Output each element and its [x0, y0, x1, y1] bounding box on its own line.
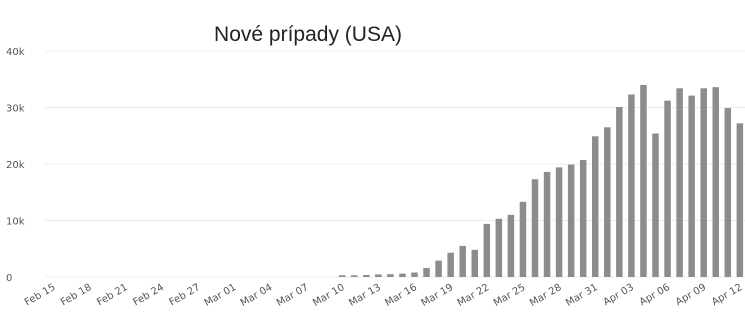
- x-tick-label: Mar 10: [311, 282, 347, 309]
- bar: Mar 25: [519, 201, 527, 277]
- bar: Mar 18: [435, 260, 442, 277]
- bar: Mar 30: [579, 160, 587, 277]
- x-tick-label: Mar 28: [528, 282, 564, 309]
- bar: Mar 12: [363, 275, 370, 277]
- bar: Mar 17: [423, 267, 430, 277]
- bar: Mar 15: [399, 273, 406, 277]
- y-tick-label: 0: [6, 273, 12, 284]
- x-tick-label: Feb 21: [95, 282, 130, 308]
- bar: Mar 10: [338, 275, 346, 277]
- bar: Mar 26: [531, 179, 539, 277]
- x-tick-label: Mar 04: [239, 282, 275, 309]
- x-tick-label: Mar 07: [275, 282, 311, 309]
- bar: Apr 10: [712, 87, 719, 277]
- x-tick-label: Mar 22: [456, 282, 492, 309]
- bar: Apr 08: [688, 95, 695, 277]
- bar: Mar 20: [459, 245, 466, 277]
- bar: Mar 29: [567, 164, 575, 277]
- y-tick-label: 20k: [6, 160, 25, 171]
- bar: Mar 16: [411, 272, 418, 277]
- bar: Apr 03: [628, 94, 635, 277]
- bar: Apr 05: [652, 133, 659, 277]
- x-tick-label: Apr 06: [638, 282, 672, 308]
- x-tick-label: Feb 18: [59, 282, 94, 308]
- x-tick-label: Mar 19: [420, 282, 456, 309]
- y-axis: 0 10k 20k 30k 40k: [6, 47, 25, 284]
- bar: Mar 21: [471, 249, 478, 277]
- bar: Mar 22: [483, 223, 491, 277]
- x-tick-label: Apr 09: [674, 282, 708, 308]
- bar: Apr 04: [640, 84, 647, 278]
- x-tick-label: Feb 24: [131, 282, 166, 308]
- x-tick-label: Apr 03: [602, 282, 636, 308]
- y-tick-label: 10k: [6, 217, 25, 228]
- x-tick-label: Mar 01: [203, 282, 239, 309]
- bar: Mar 14: [387, 274, 394, 277]
- bars: Mar 10 Mar 11 Mar 12 Mar 13 Mar 14 Mar 15 Mar …: [338, 84, 744, 278]
- bar: Mar 27: [543, 171, 551, 277]
- bar: Mar 13: [375, 274, 382, 277]
- bar: Mar 24: [507, 214, 515, 277]
- x-tick-label: Apr 12: [710, 282, 744, 308]
- y-tick-label: 40k: [6, 47, 25, 58]
- x-tick-label: Mar 31: [564, 282, 600, 309]
- bar: Apr 06: [664, 100, 671, 277]
- bar: Mar 11: [351, 275, 358, 277]
- x-tick-label: Mar 25: [492, 282, 528, 309]
- x-tick-label: Mar 16: [383, 282, 419, 309]
- chart-title: Nové prípady (USA): [214, 23, 402, 46]
- bar: Apr 09: [700, 88, 707, 277]
- bar: Apr 11: [724, 108, 732, 277]
- bar: Mar 28: [555, 167, 563, 277]
- x-axis: Feb 15 Feb 18 Feb 21 Feb 24 Feb 27 Mar 01 Mar …: [23, 282, 744, 309]
- y-tick-label: 30k: [6, 104, 25, 115]
- bar: Mar 19: [447, 252, 454, 277]
- bar: Apr 12: [736, 123, 744, 277]
- bar: Apr 01: [604, 127, 611, 278]
- bar: Mar 23: [495, 218, 503, 277]
- gridlines: [45, 50, 745, 278]
- bar: Mar 31: [592, 136, 599, 277]
- bar: Apr 07: [676, 88, 683, 277]
- x-tick-label: Feb 15: [23, 282, 58, 308]
- x-tick-label: Feb 27: [167, 282, 202, 308]
- bar: Apr 02: [616, 106, 623, 277]
- x-tick-label: Mar 13: [347, 282, 383, 309]
